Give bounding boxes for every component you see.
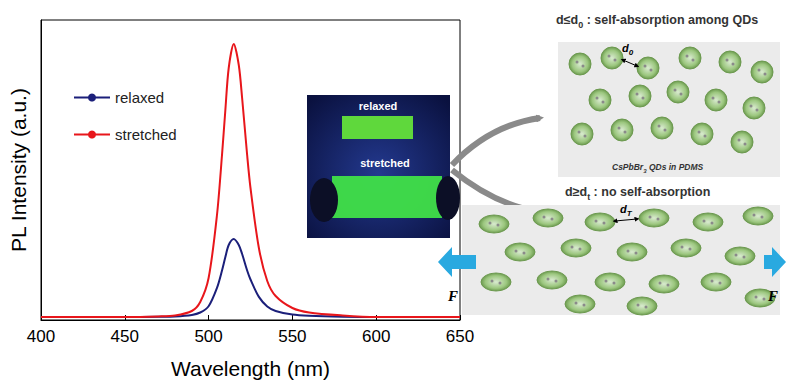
svg-text:PL Intensity (a.u.): PL Intensity (a.u.)	[7, 88, 30, 252]
svg-text:d≤d0 : self-absorption among Q: d≤d0 : self-absorption among QDs	[556, 13, 758, 30]
svg-text:400: 400	[27, 327, 55, 346]
svg-text:CsPbBr3 QDs in PDMS: CsPbBr3 QDs in PDMS	[612, 162, 704, 174]
svg-text:F: F	[767, 288, 778, 304]
svg-text:stretched: stretched	[115, 126, 177, 143]
svg-text:d0: d0	[622, 42, 634, 57]
svg-text:relaxed: relaxed	[359, 100, 398, 112]
svg-text:Wavelength (nm): Wavelength (nm)	[171, 357, 330, 380]
svg-text:dT: dT	[620, 203, 633, 218]
svg-text:relaxed: relaxed	[115, 89, 164, 106]
svg-text:d≥dt : no self-absorption: d≥dt : no self-absorption	[565, 185, 710, 202]
svg-text:F: F	[447, 288, 458, 304]
svg-text:600: 600	[362, 327, 390, 346]
svg-text:550: 550	[278, 327, 306, 346]
svg-text:450: 450	[111, 327, 139, 346]
svg-text:650: 650	[446, 327, 474, 346]
svg-text:500: 500	[194, 327, 222, 346]
svg-text:stretched: stretched	[360, 157, 410, 169]
